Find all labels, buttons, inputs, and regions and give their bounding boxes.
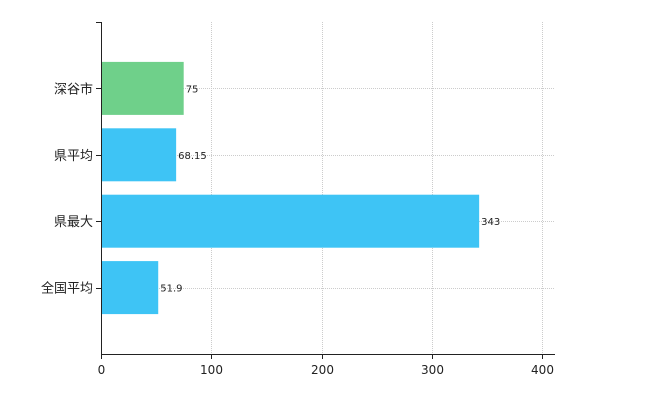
category-label: 県最大 <box>54 215 93 230</box>
bar <box>102 194 480 248</box>
bar <box>102 61 184 115</box>
bar <box>102 261 159 315</box>
category-label: 深谷市 <box>54 81 93 97</box>
x-tick-label: 400 <box>531 363 554 377</box>
bars <box>102 61 480 315</box>
x-tick-label: 300 <box>421 363 444 377</box>
data-label: 51.9 <box>160 284 182 295</box>
data-label: 343 <box>481 217 500 228</box>
data-label: 75 <box>186 84 199 95</box>
category-label: 全国平均 <box>41 281 93 297</box>
data-label: 68.15 <box>178 151 207 162</box>
axes <box>96 22 555 359</box>
labels: 0 100 200 300 400 深谷市 75 県平均 68.15 県最大 343 全国平均 51.9 <box>41 81 554 377</box>
x-tick-label: 0 <box>98 363 106 377</box>
category-label: 県平均 <box>54 149 93 164</box>
x-tick-label: 200 <box>311 363 334 377</box>
x-tick-label: 100 <box>200 363 223 377</box>
bar <box>102 128 177 182</box>
